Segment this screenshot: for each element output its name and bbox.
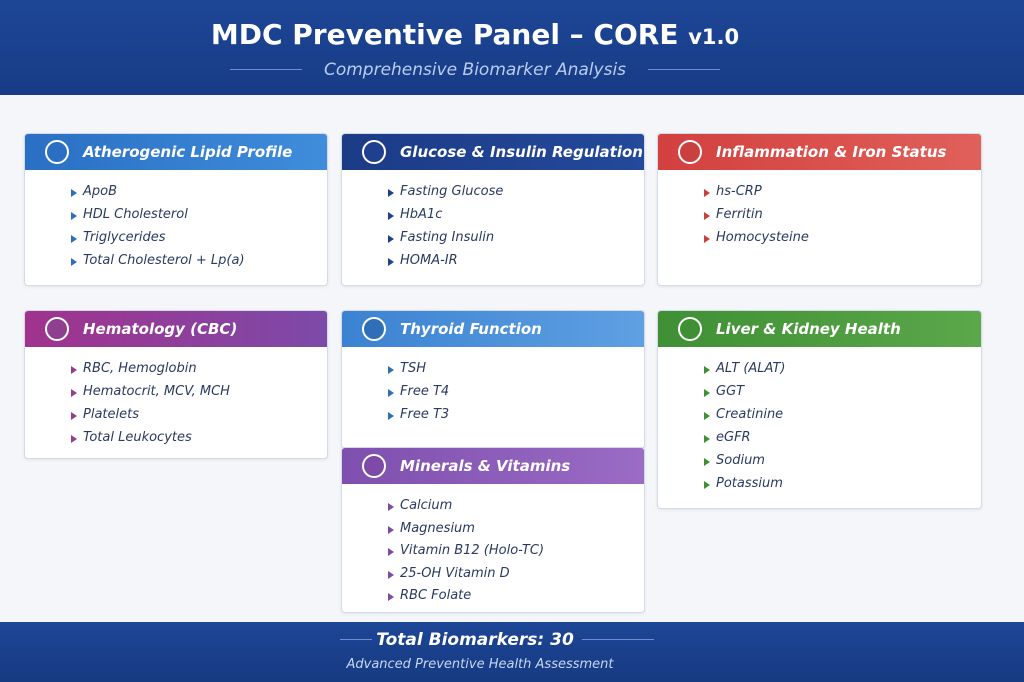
rule (340, 639, 372, 640)
subtitle: Comprehensive Biomarker Analysis (323, 60, 627, 80)
bullet (71, 366, 77, 374)
card-icon (362, 454, 386, 478)
bullet (388, 412, 394, 420)
item: hs-CRP (716, 184, 762, 199)
item: Hematocrit, MCV, MCH (83, 384, 230, 399)
card: Thyroid Function TSH Free T4 Free T3 (341, 310, 645, 449)
item: 25-OH Vitamin D (400, 565, 510, 581)
bullet (388, 503, 394, 511)
item: Calcium (400, 498, 453, 513)
bullet (71, 435, 77, 443)
bullet (704, 235, 710, 243)
title: MDC Preventive Panel – CORE v1.0 (0, 18, 950, 51)
item: TSH (400, 361, 426, 376)
card-header: Atherogenic Lipid Profile (25, 134, 327, 170)
bullet (704, 212, 710, 220)
card-icon (362, 317, 386, 341)
bullet (71, 235, 77, 243)
header: MDC Preventive Panel – CORE v1.0 Compreh… (0, 0, 1024, 95)
card-header: Hematology (CBC) (25, 311, 327, 347)
card-header: Inflammation & Iron Status (658, 134, 981, 170)
item: Fasting Glucose (400, 184, 504, 199)
item: Total Cholesterol + Lp(a) (83, 253, 245, 268)
item: Ferritin (716, 207, 763, 222)
bullet (704, 481, 710, 489)
item: HDL Cholesterol (83, 207, 188, 222)
bullet (388, 258, 394, 266)
card-icon (362, 140, 386, 164)
card: Glucose & Insulin Regulation Fasting Gluc… (341, 133, 645, 286)
item: ApoB (83, 184, 118, 199)
card-header: Thyroid Function (342, 311, 644, 347)
card-icon (45, 140, 69, 164)
card-header: Liver & Kidney Health (658, 311, 981, 347)
item: Total Leukocytes (83, 430, 192, 445)
item: ALT (ALAT) (716, 361, 786, 376)
bullet (71, 189, 77, 197)
bullet (71, 212, 77, 220)
item: Potassium (716, 476, 783, 491)
bullet (71, 412, 77, 420)
bullet (388, 548, 394, 556)
card-icon (678, 140, 702, 164)
bullet (388, 593, 394, 601)
item: HbA1c (400, 207, 443, 222)
total: Total Biomarkers: 30 (376, 630, 574, 650)
bullet (388, 570, 394, 579)
item: Magnesium (400, 520, 475, 536)
bullet (704, 458, 710, 466)
card: Atherogenic Lipid Profile ApoB HDL Cholest… (24, 133, 328, 286)
rule (582, 639, 654, 640)
bullet (704, 189, 710, 197)
card-icon (678, 317, 702, 341)
rule (648, 69, 720, 70)
item: Homocysteine (716, 230, 809, 245)
item: Platelets (83, 407, 139, 422)
item: Sodium (716, 453, 765, 468)
bullet (704, 435, 710, 443)
item: Triglycerides (83, 230, 166, 245)
item: Free T3 (400, 407, 450, 422)
version: v1.0 (688, 25, 740, 49)
card-header: Glucose & Insulin Regulation (342, 134, 644, 170)
item: Vitamin B12 (Holo-TC) (400, 543, 545, 558)
item: Free T4 (400, 384, 450, 399)
bullet (704, 412, 710, 420)
bullet (71, 258, 77, 266)
item: Fasting Insulin (400, 230, 495, 245)
item: Creatinine (716, 407, 784, 422)
card: Hematology (CBC) RBC, Hemoglobin Hematocri… (24, 310, 328, 459)
card: Liver & Kidney Health ALT (ALAT) GGT Creati… (657, 310, 982, 509)
bullet (71, 389, 77, 397)
rule (230, 69, 302, 70)
bullet (704, 366, 710, 374)
bullet (704, 389, 710, 397)
footer-subtitle: Advanced Preventive Health Assessment (346, 657, 614, 672)
item: eGFR (716, 430, 751, 445)
bullet (388, 212, 394, 220)
bullet (388, 366, 394, 374)
footer: Total Biomarkers: 30 Advanced Preventive… (0, 622, 1024, 682)
card-header: Minerals & Vitamins (342, 448, 644, 484)
bullet (388, 389, 394, 397)
item: RBC Folate (400, 588, 472, 603)
item: GGT (716, 384, 745, 399)
bullet (388, 525, 394, 534)
title-text: MDC Preventive Panel – CORE (210, 18, 679, 51)
bullet (388, 189, 394, 197)
item: HOMA-IR (400, 253, 458, 268)
card: Inflammation & Iron Status hs-CRP Ferritin… (657, 133, 982, 286)
card-icon (45, 317, 69, 341)
item: RBC, Hemoglobin (83, 361, 197, 376)
card: Minerals & Vitamins Calcium Magnesium Vitam… (341, 447, 645, 613)
bullet (388, 235, 394, 243)
